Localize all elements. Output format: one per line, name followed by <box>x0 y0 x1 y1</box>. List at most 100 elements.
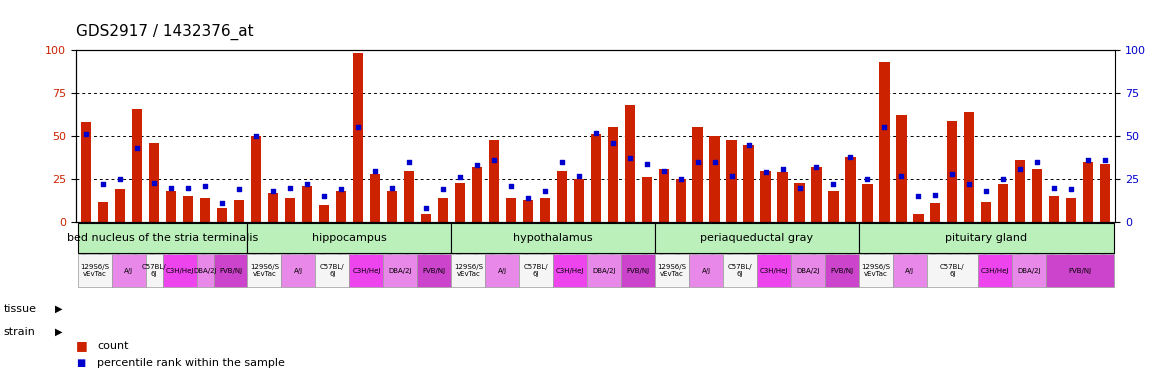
Point <box>773 166 792 172</box>
Bar <box>267 193 278 222</box>
Bar <box>281 254 315 287</box>
Bar <box>77 254 112 287</box>
Point <box>688 159 707 165</box>
Point <box>1011 166 1030 172</box>
Point <box>552 159 571 165</box>
Point <box>230 186 249 192</box>
Point <box>604 140 623 146</box>
Bar <box>858 223 1114 253</box>
Point <box>433 186 452 192</box>
Text: C57BL/
6J: C57BL/ 6J <box>141 264 166 277</box>
Bar <box>588 254 621 287</box>
Bar <box>285 198 296 222</box>
Bar <box>791 254 825 287</box>
Bar <box>655 223 858 253</box>
Bar <box>607 127 618 222</box>
Point <box>858 176 877 182</box>
Point <box>1079 157 1098 163</box>
Text: ▶: ▶ <box>55 304 62 314</box>
Text: hypothalamus: hypothalamus <box>514 233 593 243</box>
Bar <box>420 214 431 222</box>
Point <box>467 162 486 169</box>
Bar <box>892 254 927 287</box>
Bar <box>621 254 655 287</box>
Point <box>213 200 231 206</box>
Text: C3H/HeJ: C3H/HeJ <box>353 268 381 274</box>
Bar <box>693 127 703 222</box>
Point <box>127 145 146 151</box>
Bar <box>1083 162 1093 222</box>
Point <box>841 154 860 160</box>
Point <box>756 169 774 175</box>
Bar <box>335 191 346 222</box>
Text: DBA/2J: DBA/2J <box>1017 268 1041 274</box>
Bar <box>196 254 214 287</box>
Bar <box>1033 169 1042 222</box>
Bar <box>485 254 520 287</box>
Text: periaqueductal gray: periaqueductal gray <box>701 233 814 243</box>
Bar <box>1045 254 1114 287</box>
Bar <box>454 182 465 222</box>
Point <box>960 181 979 187</box>
Text: FVB/NJ: FVB/NJ <box>218 268 242 274</box>
Bar <box>451 254 485 287</box>
Point <box>314 193 333 199</box>
Bar <box>760 170 771 222</box>
Point <box>280 185 299 191</box>
Point <box>485 157 503 163</box>
Text: 129S6/S
vEvTac: 129S6/S vEvTac <box>862 264 890 277</box>
Point <box>892 173 911 179</box>
Bar <box>353 53 363 222</box>
Bar <box>404 170 413 222</box>
Bar <box>214 254 248 287</box>
Point <box>620 156 639 162</box>
Text: DBA/2J: DBA/2J <box>797 268 820 274</box>
Point <box>1045 185 1064 191</box>
Point <box>298 181 317 187</box>
Point <box>399 159 418 165</box>
Bar <box>370 174 380 222</box>
Bar <box>451 223 655 253</box>
Bar <box>438 198 447 222</box>
Point <box>1096 157 1114 163</box>
Text: DBA/2J: DBA/2J <box>193 268 217 274</box>
Bar <box>387 191 397 222</box>
Text: 129S6/S
vEvTac: 129S6/S vEvTac <box>250 264 279 277</box>
Point <box>994 176 1013 182</box>
Text: C3H/HeJ: C3H/HeJ <box>760 268 788 274</box>
Text: FVB/NJ: FVB/NJ <box>423 268 446 274</box>
Bar <box>978 254 1011 287</box>
Point <box>145 179 164 185</box>
Bar <box>554 254 588 287</box>
Bar <box>880 62 890 222</box>
Text: tissue: tissue <box>4 304 36 314</box>
Point <box>366 167 384 174</box>
Text: ■: ■ <box>76 358 85 368</box>
Point <box>535 188 554 194</box>
Text: C57BL/
6J: C57BL/ 6J <box>728 264 752 277</box>
Bar <box>625 105 634 222</box>
Point <box>332 186 350 192</box>
Text: hippocampus: hippocampus <box>312 233 387 243</box>
Text: 129S6/S
vEvTac: 129S6/S vEvTac <box>454 264 482 277</box>
Bar <box>999 184 1008 222</box>
Point <box>705 159 724 165</box>
Text: A/J: A/J <box>124 268 133 274</box>
Bar <box>1011 254 1045 287</box>
Point <box>382 185 401 191</box>
Point <box>417 205 436 212</box>
Bar <box>217 209 227 222</box>
Point <box>654 167 673 174</box>
Text: count: count <box>97 341 128 351</box>
Point <box>569 173 588 179</box>
Bar <box>981 202 992 222</box>
Bar <box>98 202 109 222</box>
Text: 129S6/S
vEvTac: 129S6/S vEvTac <box>81 264 109 277</box>
Bar <box>641 177 652 222</box>
Bar <box>825 254 858 287</box>
Bar <box>723 254 757 287</box>
Text: C57BL/
6J: C57BL/ 6J <box>524 264 549 277</box>
Bar <box>930 203 940 222</box>
Text: C57BL/
6J: C57BL/ 6J <box>320 264 345 277</box>
Text: FVB/NJ: FVB/NJ <box>1069 268 1091 274</box>
